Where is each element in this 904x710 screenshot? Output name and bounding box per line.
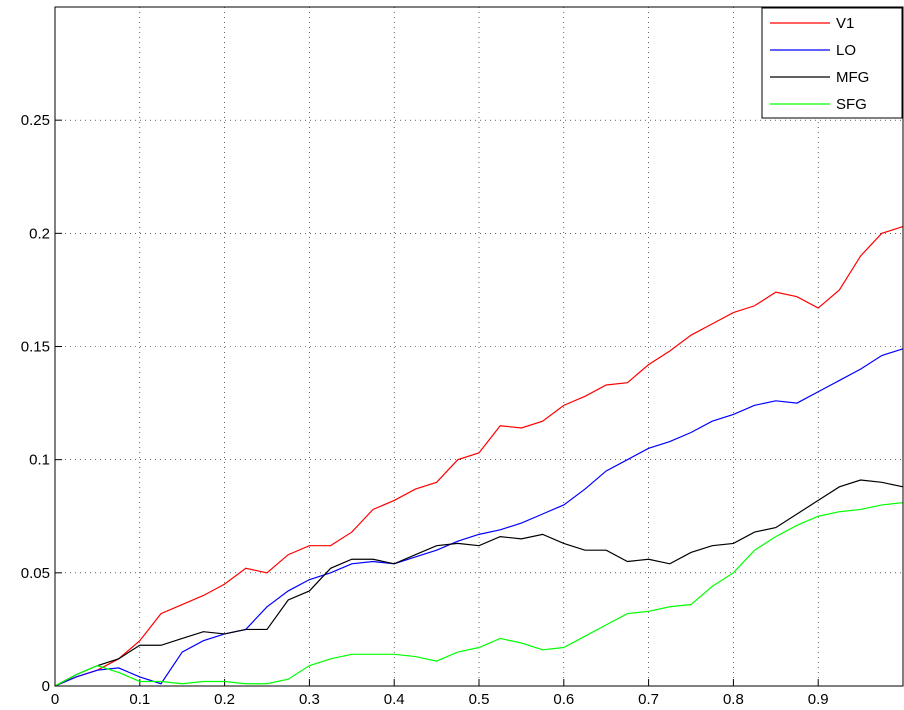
x-tick-label: 0.1: [129, 691, 150, 708]
y-tick-label: 0.05: [21, 565, 50, 582]
legend-label: SFG: [836, 96, 867, 113]
y-tick-label: 0.2: [29, 225, 50, 242]
series-line: [54, 479, 904, 687]
x-tick-label: 0.9: [808, 691, 829, 708]
y-tick-label: 0.25: [21, 112, 50, 129]
x-tick-label: 0.4: [384, 691, 405, 708]
x-tick-label: 0.6: [553, 691, 574, 708]
x-tick-label: 0.5: [469, 691, 490, 708]
x-tick-label: 0.8: [723, 691, 744, 708]
legend-label: V1: [836, 15, 854, 32]
axes-box: [54, 6, 904, 687]
series-line: [54, 502, 904, 687]
legend-label: MFG: [836, 69, 869, 86]
y-tick-label: 0: [42, 678, 50, 695]
x-tick-label: 0: [51, 691, 59, 708]
series-line: [54, 225, 904, 687]
x-tick-label: 0.7: [638, 691, 659, 708]
legend-label: LO: [836, 42, 856, 59]
y-tick-label: 0.15: [21, 339, 50, 356]
y-tick-label: 0.1: [29, 452, 50, 469]
series-line: [54, 348, 904, 687]
x-tick-label: 0.2: [214, 691, 235, 708]
x-tick-label: 0.3: [299, 691, 320, 708]
legend-box: [761, 7, 903, 119]
